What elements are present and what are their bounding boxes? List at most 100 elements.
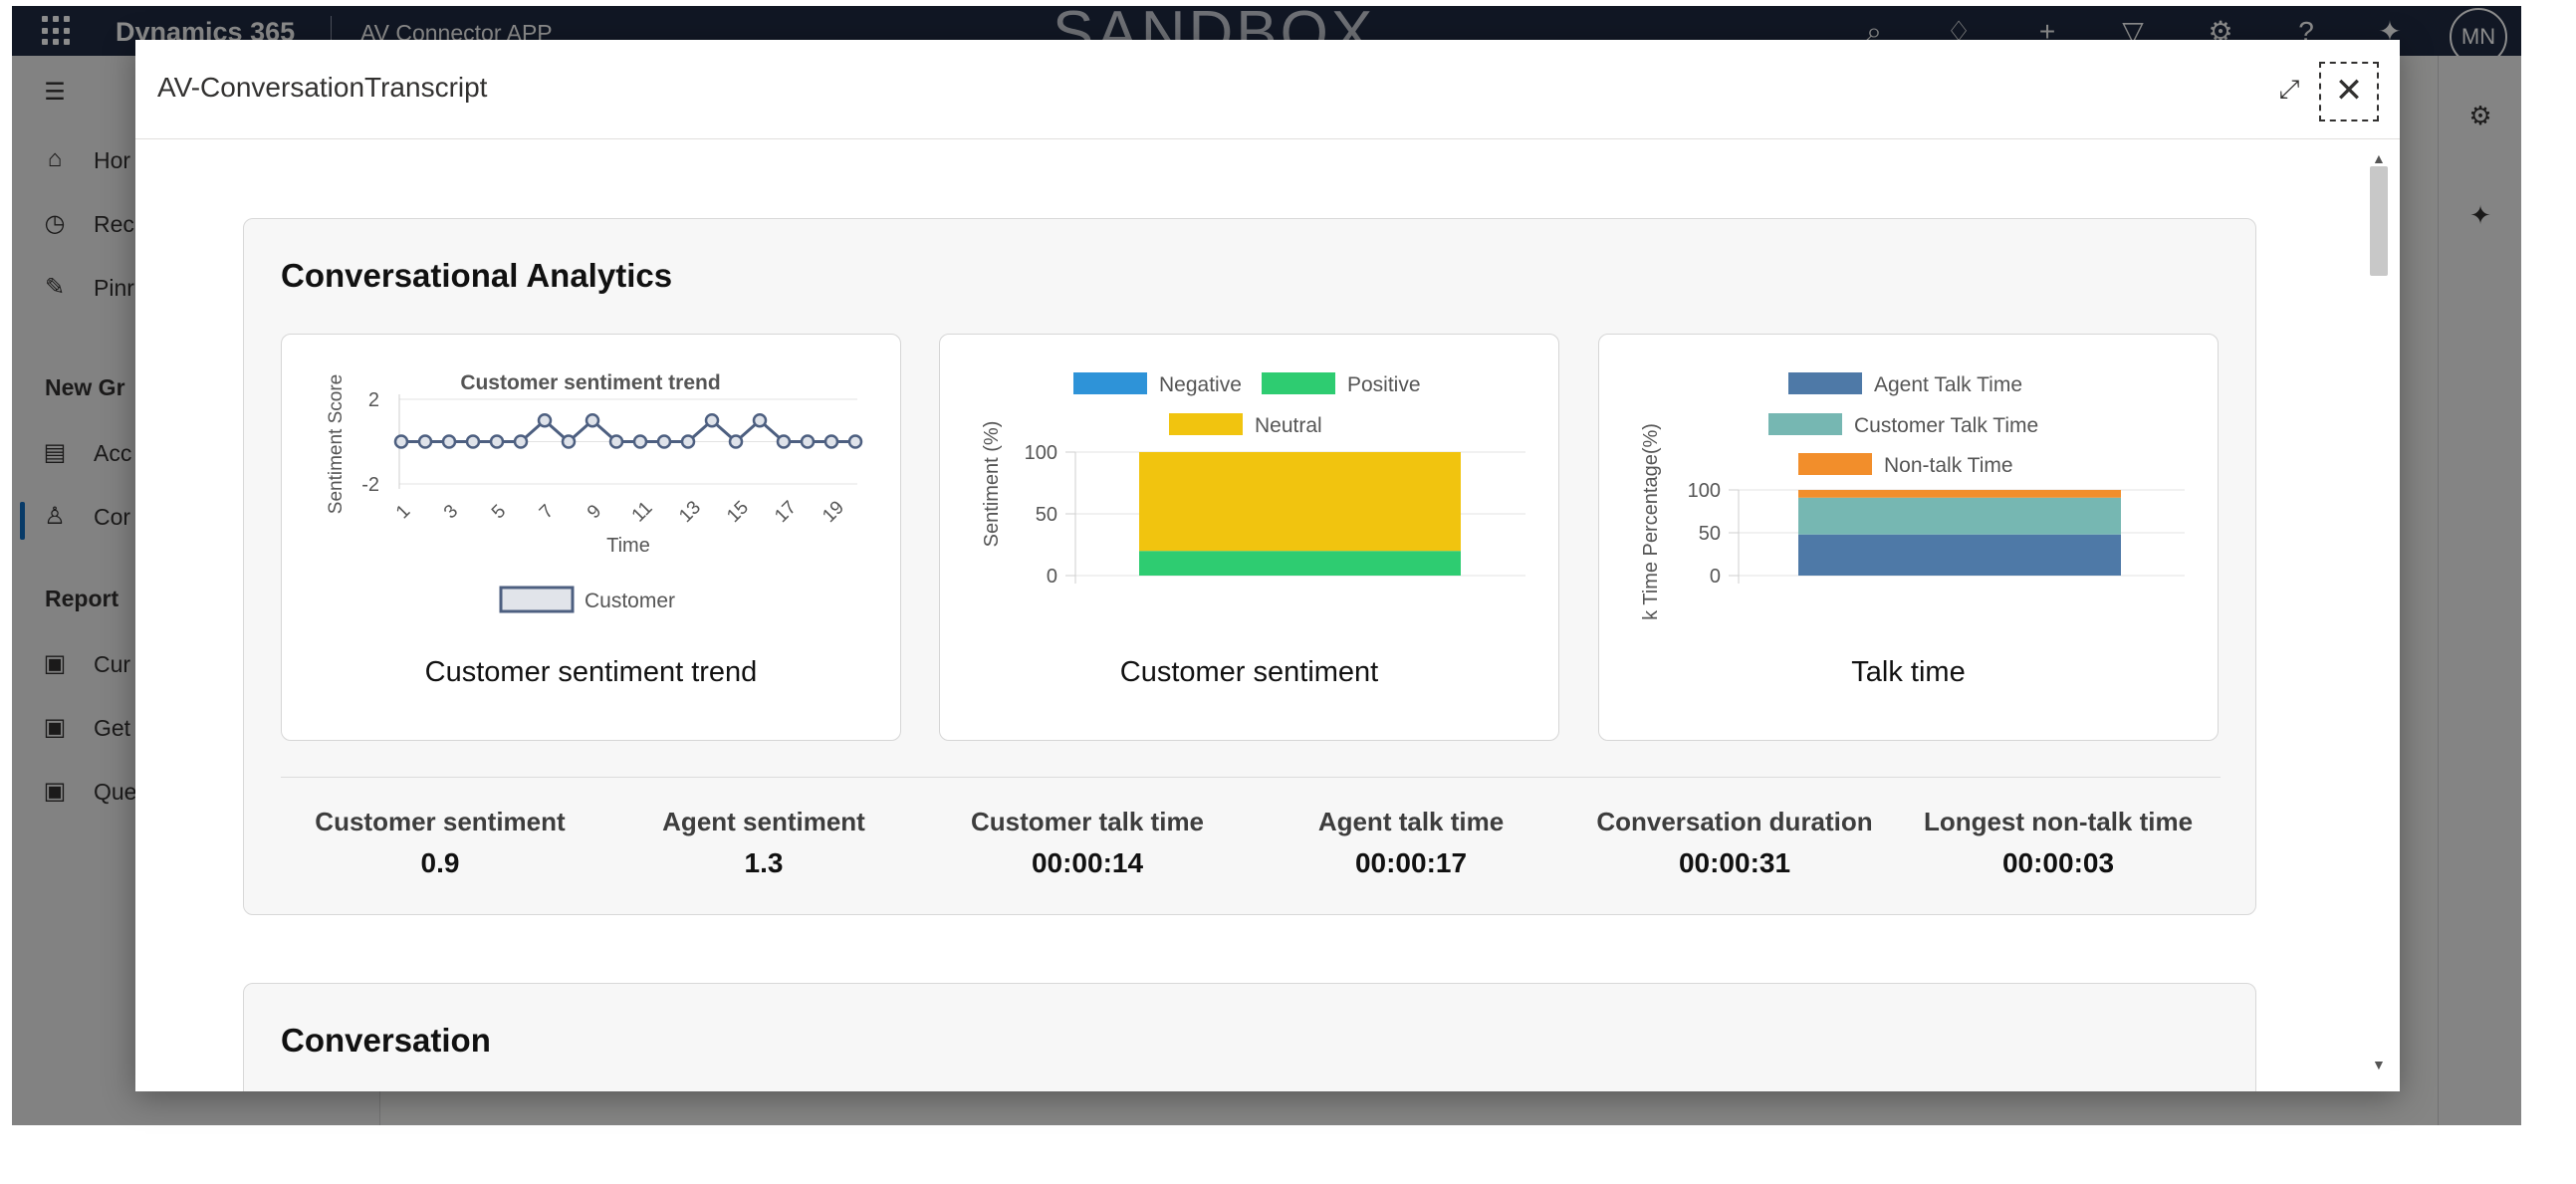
x-tick-label: 17 bbox=[771, 497, 801, 527]
chart-caption: Customer sentiment trend bbox=[424, 656, 758, 688]
x-tick-label: 3 bbox=[440, 501, 462, 523]
nav-item-label: Get bbox=[94, 715, 131, 741]
home-icon: ⌂ bbox=[47, 145, 63, 172]
nav-item-recent[interactable]: ◷ Rec bbox=[12, 199, 379, 249]
legend-label: Negative bbox=[1159, 373, 1242, 396]
data-point bbox=[823, 434, 839, 449]
close-icon[interactable]: ✕ bbox=[2319, 62, 2379, 121]
sentiment-trend-svg: Customer sentiment trend Sentiment Score T… bbox=[326, 371, 863, 613]
x-axis-label: Time bbox=[606, 535, 650, 557]
data-point bbox=[393, 434, 409, 449]
nav-item-label: Cor bbox=[94, 504, 131, 530]
legend-label: Non-talk Time bbox=[1884, 454, 2013, 477]
stat-value: 00:00:17 bbox=[1354, 847, 1468, 878]
scroll-thumb[interactable] bbox=[2370, 166, 2388, 276]
customer-sentiment-chart: Negative Positive Neutral Sentiment (%) 100 5… bbox=[939, 334, 1559, 741]
copilot-panel-icon[interactable]: ✦ bbox=[2469, 200, 2491, 230]
data-point bbox=[465, 434, 481, 449]
nav-item-label: Que bbox=[94, 779, 137, 805]
dialog-title: AV-ConversationTranscript bbox=[157, 72, 488, 103]
nav-item-pinned[interactable]: ✎ Pinr bbox=[12, 263, 379, 313]
legend-swatch bbox=[1788, 372, 1862, 394]
app-launcher-icon[interactable] bbox=[42, 16, 72, 46]
nav-item-home[interactable]: ⌂ Hor bbox=[12, 135, 379, 185]
settings-panel-icon[interactable]: ⚙ bbox=[2468, 101, 2492, 130]
data-point bbox=[417, 434, 433, 449]
nav-item-accounts[interactable]: ▤ Acc bbox=[12, 428, 379, 478]
data-point bbox=[752, 413, 768, 428]
data-point bbox=[656, 434, 672, 449]
nav-selected-indicator bbox=[20, 502, 25, 540]
chart-title: Customer sentiment trend bbox=[460, 371, 720, 394]
nav-item-contacts[interactable]: ♙ Cor bbox=[12, 492, 379, 542]
nav-item-report-1[interactable]: ▣ Cur bbox=[12, 639, 379, 689]
data-point bbox=[513, 434, 529, 449]
talk-time-chart: Agent Talk Time Customer Talk Time Non-tal… bbox=[1598, 334, 2219, 741]
y-tick-label: 100 bbox=[1688, 480, 1721, 502]
nav-item-report-2[interactable]: ▣ Get bbox=[12, 703, 379, 753]
nav-item-report-3[interactable]: ▣ Que bbox=[12, 767, 379, 817]
x-tick-label: 19 bbox=[819, 497, 848, 527]
dialog-scrollbar[interactable]: ▲ ▼ bbox=[2364, 140, 2394, 1091]
stat-customer-sentiment: Customer sentiment 0.9 bbox=[281, 807, 599, 879]
nav-hamburger[interactable]: ☰ bbox=[12, 68, 379, 118]
x-tick-label: 9 bbox=[584, 501, 605, 523]
sentiment-trend-chart: Customer sentiment trend Sentiment Score T… bbox=[281, 334, 901, 741]
x-tick-label: 5 bbox=[488, 501, 510, 523]
data-point bbox=[561, 434, 577, 449]
bar-segment-positive bbox=[1139, 551, 1461, 576]
y-tick-label: 50 bbox=[1036, 504, 1057, 526]
y-tick-label: 0 bbox=[1710, 566, 1721, 588]
section-title: Conversation bbox=[281, 1022, 491, 1059]
right-side-rail: ⚙ ✦ bbox=[2438, 56, 2521, 1125]
stat-agent-talk-time: Agent talk time 00:00:17 bbox=[1252, 807, 1570, 879]
x-tick-label: 7 bbox=[536, 501, 558, 523]
legend-label: Positive bbox=[1347, 373, 1421, 396]
stat-conversation-duration: Conversation duration 00:00:31 bbox=[1575, 807, 1894, 879]
data-point bbox=[800, 434, 816, 449]
stat-label: Conversation duration bbox=[1596, 807, 1873, 836]
scroll-up-icon[interactable]: ▲ bbox=[2372, 150, 2386, 166]
customer-sentiment-svg: Negative Positive Neutral Sentiment (%) 100 5… bbox=[981, 372, 1525, 588]
stat-value: 0.9 bbox=[420, 847, 460, 878]
data-point bbox=[537, 413, 553, 428]
chart-caption: Customer sentiment bbox=[1119, 656, 1379, 688]
pin-icon: ✎ bbox=[44, 274, 66, 301]
talk-time-svg: Agent Talk Time Customer Talk Time Non-tal… bbox=[1640, 372, 2185, 620]
report-icon: ▣ bbox=[43, 714, 67, 741]
y-axis-label: Sentiment Score bbox=[326, 374, 347, 514]
filter-icon[interactable]: ▽ bbox=[2122, 16, 2144, 47]
chart-caption: Talk time bbox=[1851, 656, 1966, 688]
dialog-body: Conversational Analytics Customer sentim… bbox=[135, 140, 2366, 1091]
stat-value: 1.3 bbox=[744, 847, 784, 878]
data-point bbox=[680, 434, 696, 449]
legend-swatch bbox=[1798, 453, 1872, 475]
stat-label: Longest non-talk time bbox=[1923, 807, 2194, 836]
y-tick-label: 100 bbox=[1025, 442, 1057, 464]
nav-group-title: New Gr bbox=[45, 374, 125, 400]
stat-label: Agent sentiment bbox=[662, 807, 865, 836]
conversation-transcript-dialog: AV-ConversationTranscript ⤢ ✕ Conversati… bbox=[135, 40, 2400, 1091]
help-icon[interactable]: ? bbox=[2298, 16, 2314, 47]
data-point bbox=[847, 434, 863, 449]
search-icon[interactable]: ⌕ bbox=[1866, 16, 1882, 47]
stat-value: 00:00:31 bbox=[1678, 847, 1791, 878]
report-icon: ▣ bbox=[43, 778, 67, 805]
scroll-down-icon[interactable]: ▼ bbox=[2372, 1057, 2386, 1072]
copilot-icon[interactable]: ✦ bbox=[2378, 16, 2402, 47]
x-tick-label: 15 bbox=[723, 497, 753, 527]
clock-icon: ◷ bbox=[44, 210, 66, 237]
y-tick-label: 50 bbox=[1699, 523, 1721, 545]
x-tick-label: 1 bbox=[392, 501, 414, 523]
data-point bbox=[632, 434, 648, 449]
stat-agent-sentiment: Agent sentiment 1.3 bbox=[604, 807, 923, 879]
expand-icon[interactable]: ⤢ bbox=[2278, 74, 2300, 104]
legend-swatch bbox=[1169, 413, 1243, 435]
nav-item-label: Hor bbox=[94, 147, 131, 173]
nav-group-title: Report bbox=[45, 586, 119, 611]
stat-label: Customer talk time bbox=[970, 807, 1205, 836]
stat-longest-non-talk-time: Longest non-talk time 00:00:03 bbox=[1899, 807, 2218, 879]
conversation-card: Conversation bbox=[243, 983, 2256, 1091]
x-tick-label: 11 bbox=[628, 498, 657, 527]
plus-icon[interactable]: + bbox=[2038, 16, 2056, 47]
